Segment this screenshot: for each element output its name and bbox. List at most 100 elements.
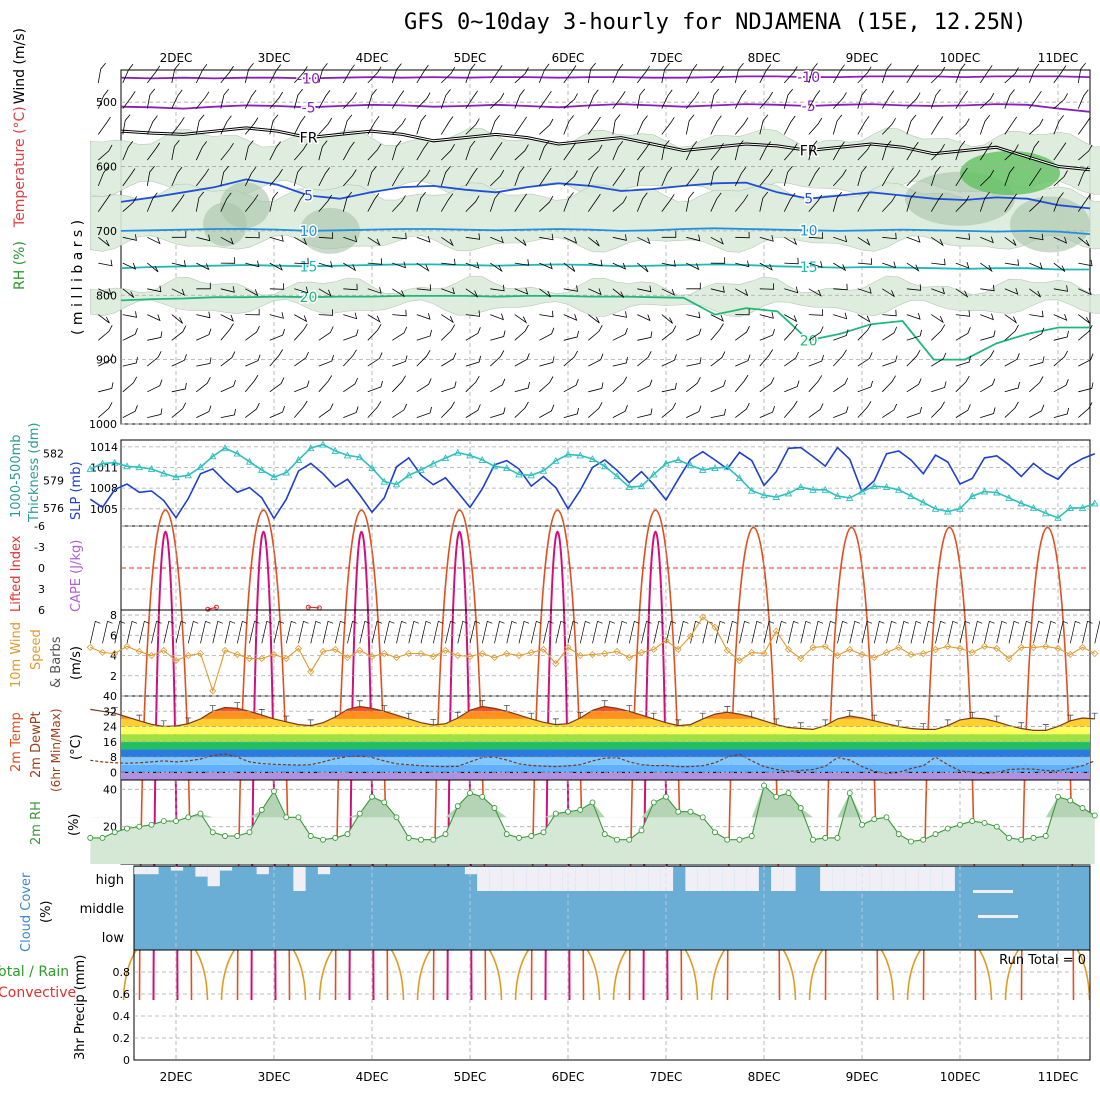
wind-barb [98,382,114,393]
wind-barb [686,234,701,242]
wind-barb [122,196,137,212]
wind-barb [489,114,501,135]
wind-barb [931,236,944,247]
temp-band [121,749,1090,758]
wind-speed-point [441,646,450,655]
wind-barb [171,62,180,83]
rh-point [307,833,314,839]
surface-wind-barb [873,620,885,644]
date-label-bottom: 11DEC [1038,1070,1078,1084]
wind-barb [588,144,603,161]
wind-barb [734,63,744,83]
surface-wind-barb [138,620,150,644]
thickness-point [1005,493,1013,501]
wind-barb [318,140,328,161]
cloud-high-gap [697,867,710,891]
wind-speed-line [90,616,1096,693]
wind-barb [416,64,429,84]
wind-barb [1078,314,1090,324]
wind-barb [808,194,823,212]
wind-barb [881,167,894,187]
wind-barb [196,311,211,319]
wind-barb [220,351,236,367]
rh-point [136,823,143,830]
minmax-whisker [528,712,535,719]
thickness-point [613,472,621,480]
wind-barb [1053,93,1068,109]
temperature-contour [120,295,1090,361]
wind-barb [244,117,259,135]
date-label-bottom: 9DEC [846,1070,879,1084]
rh-label: 2m RH [29,801,44,845]
wind-barb [171,231,187,238]
thickness-point [845,493,854,501]
surface-wind-barb [690,620,701,644]
rh-point [1067,797,1074,804]
rh-point [491,805,498,811]
wind-barb [122,63,134,84]
surface-wind-barb [469,620,481,644]
cloud-high-gap [722,867,735,891]
rh-point [258,806,265,813]
wind-barb [539,262,553,270]
temp-tick-label: 24 [103,721,117,734]
wind-barb [587,62,596,83]
wind-barb [783,115,796,135]
minmax-whisker [111,707,118,714]
rh-point [160,818,167,825]
wind-barb [244,89,257,109]
wind-barb [244,374,259,393]
wind-barb [490,284,505,292]
wind-barb [465,233,481,240]
wind-barb [661,325,677,341]
wind-barb [489,142,503,161]
wind-barb [122,140,134,161]
wind-barb [196,282,211,290]
wind-barb [1053,142,1067,161]
minmax-whisker [430,718,437,726]
wind-barb [318,167,331,187]
wind-speed-point [650,645,658,654]
wind-barb [1028,140,1040,161]
wind-barb [808,326,824,341]
wind-barb [244,167,257,187]
surface-wind-barb [114,620,125,644]
cloud-high-gap [844,867,857,891]
surface-wind-barb [322,620,334,644]
wind-barb [833,169,847,187]
wind-speed-point [637,648,646,657]
thickness-point [821,485,830,493]
cloud-high-gap [709,867,723,891]
minmax-label: (6hr Min/Max) [49,709,63,793]
thickness-point [270,473,278,481]
rh-point [687,808,694,815]
lifted-index-label: Lifted Index [9,535,24,612]
thickness-point [147,465,156,472]
wind-barb [490,350,505,367]
wind-barb [979,65,993,84]
wind-barb [122,376,138,393]
wind-speed-point [331,645,339,654]
wind-barb [514,67,529,84]
wind-barb [441,381,457,393]
temp-band [121,757,1090,765]
surface-wind-barb [1069,620,1081,644]
pressure-tick-label: 1000 [89,418,117,431]
temp-tick-label: 8 [110,751,117,764]
wind-speed-point [343,653,352,662]
wind-barb [931,381,947,393]
pressure-tick-label: 700 [96,225,117,238]
wind-speed-point [882,648,891,657]
rh-point [1042,833,1049,839]
thickness-point [478,455,487,463]
wind-barb [808,288,822,297]
wind-barb [294,66,308,84]
rh-point [271,788,277,795]
run-total: Run Total = 0 [999,953,1086,968]
wind-barb [147,408,163,418]
thickness-point [576,451,585,459]
wind-barb [1053,262,1066,272]
wind-barb [1004,353,1020,367]
date-label-top: 2DEC [160,51,193,65]
wind-barb [661,194,675,212]
